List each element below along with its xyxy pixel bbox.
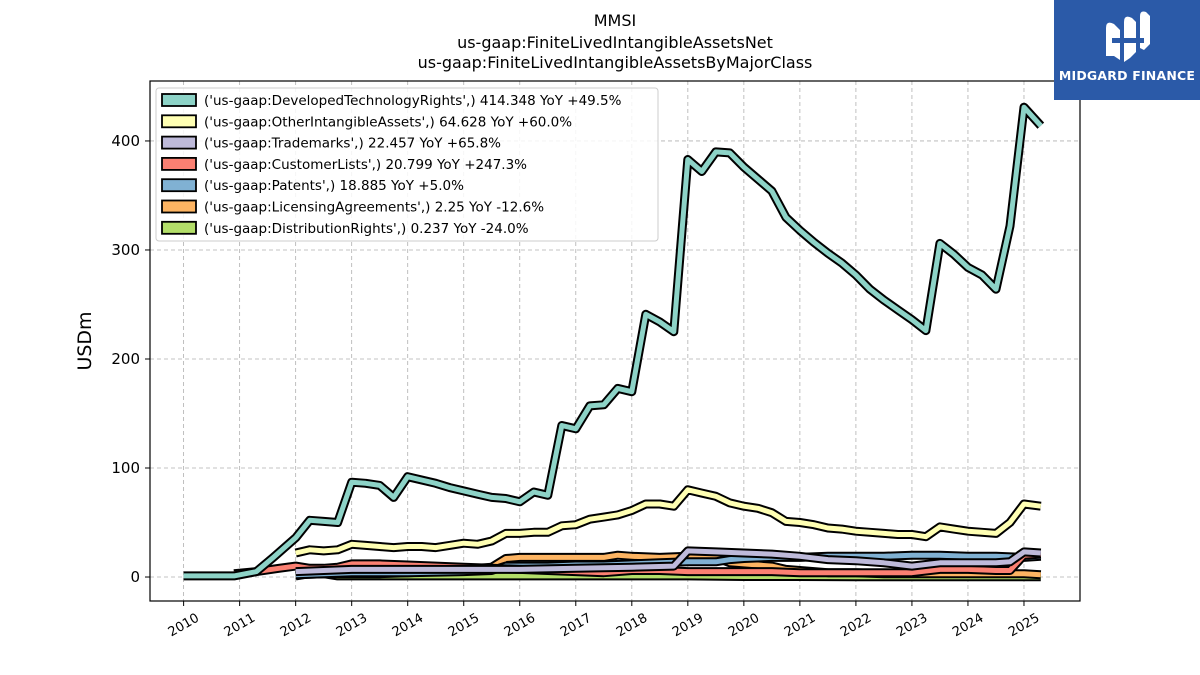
x-tick-label: 2010 (166, 611, 202, 641)
series-line-fill (295, 548, 1041, 575)
x-tick-label: 2014 (390, 611, 426, 641)
legend-label: ('us-gaap:OtherIntangibleAssets',) 64.62… (204, 114, 572, 130)
x-tick-label: 2023 (894, 611, 930, 641)
x-tick-label: 2012 (278, 611, 314, 641)
series-layer (183, 102, 1045, 582)
series-line (294, 485, 1042, 558)
x-tick-label: 2016 (502, 611, 538, 641)
legend-label: ('us-gaap:DevelopedTechnologyRights',) 4… (204, 93, 622, 109)
x-tick-label: 2018 (614, 611, 650, 641)
series-line (183, 102, 1045, 581)
legend-item: ('us-gaap:DistributionRights',) 0.237 Yo… (161, 220, 529, 237)
chart-title-line-1: MMSI (594, 11, 636, 30)
x-tick-label: 2011 (222, 611, 258, 641)
y-tick-label: 400 (111, 132, 140, 150)
legend-item: ('us-gaap:OtherIntangibleAssets',) 64.62… (161, 114, 572, 130)
legend-item: ('us-gaap:LicensingAgreements',) 2.25 Yo… (161, 199, 544, 216)
y-axis-label: USDm (74, 311, 96, 370)
legend-label: ('us-gaap:DistributionRights',) 0.237 Yo… (204, 221, 529, 237)
x-tick-label: 2015 (446, 611, 482, 641)
series-line-fill (183, 104, 1043, 579)
x-tick-label: 2021 (782, 611, 818, 641)
legend-label: ('us-gaap:Trademarks',) 22.457 YoY +65.8… (204, 136, 501, 152)
brand-logo: MIDGARD FINANCE (1054, 0, 1200, 100)
plot-frame (149, 80, 1081, 602)
y-tick-label: 0 (130, 568, 140, 586)
series-line (295, 546, 1042, 577)
legend: ('us-gaap:DevelopedTechnologyRights',) 4… (155, 87, 659, 242)
legend-swatch (161, 135, 197, 150)
x-tick-label: 2013 (334, 611, 370, 641)
series-line-outline (294, 485, 1042, 558)
legend-item: ('us-gaap:Patents',) 18.885 YoY +5.0% (161, 178, 464, 194)
x-tick-label: 2025 (1006, 611, 1042, 641)
legend-item: ('us-gaap:DevelopedTechnologyRights',) 4… (161, 93, 622, 109)
legend-item: ('us-gaap:Trademarks',) 22.457 YoY +65.8… (161, 135, 501, 152)
chart-title-line-2: us-gaap:FiniteLivedIntangibleAssetsNet (457, 33, 773, 52)
x-tick-label: 2019 (670, 611, 706, 641)
logo-text: MIDGARD FINANCE (1058, 68, 1196, 83)
x-tick-label: 2020 (726, 611, 762, 641)
x-tick-label: 2022 (838, 611, 874, 641)
legend-label: ('us-gaap:Patents',) 18.885 YoY +5.0% (204, 178, 464, 194)
legend-label: ('us-gaap:CustomerLists',) 20.799 YoY +2… (204, 157, 527, 173)
legend-item: ('us-gaap:CustomerLists',) 20.799 YoY +2… (161, 156, 527, 173)
legend-swatch (161, 178, 197, 193)
legend-swatch (161, 114, 197, 129)
legend-swatch (161, 93, 197, 107)
legend-swatch (161, 220, 197, 235)
chart-title-line-3: us-gaap:FiniteLivedIntangibleAssetsByMaj… (418, 53, 813, 72)
x-tick-label: 2024 (950, 611, 986, 641)
legend-frame (155, 87, 659, 242)
y-tick-label: 300 (111, 241, 140, 259)
y-tick-label: 100 (111, 459, 140, 477)
series-line-fill (295, 487, 1042, 556)
logo-mark-icon (1106, 11, 1150, 63)
legend-swatch (161, 156, 197, 171)
x-tick-label: 2017 (558, 611, 594, 641)
y-tick-label: 200 (111, 350, 140, 368)
legend-swatch (161, 199, 197, 214)
legend-label: ('us-gaap:LicensingAgreements',) 2.25 Yo… (204, 200, 544, 216)
